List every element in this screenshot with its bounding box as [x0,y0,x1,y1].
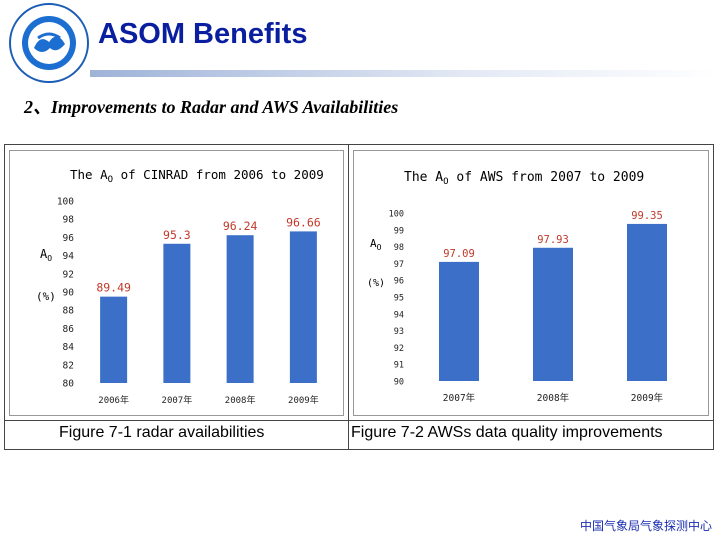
footer-org-name: 中国气象局气象探测中心 [579,519,712,533]
data-label: 99.35 [631,210,663,222]
chart-title-main: The A [404,170,443,185]
y-tick-label: 80 [63,379,75,390]
radar-availability-chart: The AO of CINRAD from 2006 to 2009 AO (%… [36,167,324,407]
y-tick-label: 92 [394,344,404,354]
figure-caption-left: Figure 7-1 radar availabilities [59,424,265,441]
y-tick-label: 100 [57,197,74,208]
chart-title-rest: of AWS from 2007 to 2009 [449,170,645,185]
x-tick-label: 2009年 [631,392,664,404]
data-label: 89.49 [96,281,131,295]
data-label: 97.93 [537,234,569,246]
y-axis-label: AO [40,247,52,263]
x-tick-label: 2009年 [288,394,319,406]
y-tick-label: 90 [63,288,75,299]
chart-title-sub: O [108,175,113,185]
y-tick-label: 96 [63,233,75,244]
table-divider-vertical [348,145,349,449]
data-label: 96.66 [286,215,321,229]
y-axis-label-main: A [40,247,48,261]
y-tick-label: 88 [63,306,75,317]
y-tick-label: 98 [394,243,404,253]
y-tick-label: 97 [394,260,404,270]
chart-title: The AO of AWS from 2007 to 2009 [404,170,644,187]
y-tick-label: 91 [394,361,404,371]
y-axis-label-sub: O [377,243,382,252]
y-tick-label: 100 [389,210,404,220]
slide-title: ASOM Benefits [98,18,308,50]
y-tick-label: 93 [394,327,404,337]
y-axis-unit: (%) [367,278,385,289]
radar-chart-panel: The AO of CINRAD from 2006 to 2009 AO (%… [9,150,344,416]
x-tick-label: 2008年 [225,394,256,406]
data-label: 97.09 [443,248,475,260]
y-axis-label-sub: O [47,254,52,263]
y-axis-unit: (%) [36,290,56,303]
y-tick-label: 84 [63,342,75,353]
bar [226,235,254,383]
x-tick-label: 2008年 [537,392,570,404]
y-axis-label: AO [370,237,382,252]
title-divider [90,70,720,77]
x-tick-label: 2007年 [162,394,193,406]
x-tick-label: 2006年 [98,394,129,406]
y-tick-label: 96 [394,277,404,287]
y-tick-label: 92 [63,269,74,280]
data-label: 96.24 [223,219,258,233]
y-tick-label: 98 [63,215,75,226]
data-label: 95.3 [163,228,191,242]
table-divider-horizontal [5,420,713,421]
bar [533,247,573,381]
chart-title: The AO of CINRAD from 2006 to 2009 [70,167,324,185]
figure-caption-right: Figure 7-2 AWSs data quality improvement… [351,424,663,441]
y-tick-label: 86 [63,324,75,335]
y-tick-label: 82 [63,360,74,371]
figure-table: The AO of CINRAD from 2006 to 2009 AO (%… [4,144,714,450]
aws-chart-panel: The AO of AWS from 2007 to 2009 AO (%) 9… [353,150,709,416]
chart-title-main: The A [70,167,108,182]
slide-subtitle: 2、Improvements to Radar and AWS Availabi… [24,97,399,117]
y-tick-label: 95 [394,294,404,304]
plot-area: 90 91 92 93 94 95 96 97 98 99 100 97.09 2007年 97.93 20… [389,210,667,404]
bar [289,231,317,383]
plot-area: 80 82 84 86 88 90 92 94 96 98 100 89.49 2006年 95.3 200… [57,197,321,407]
bar [627,223,667,381]
cma-logo [9,3,89,83]
bar [100,296,128,383]
bar [163,243,191,383]
chart-title-sub: O [443,177,448,187]
y-tick-label: 94 [63,251,75,262]
x-tick-label: 2007年 [443,392,476,404]
bar [439,261,479,381]
aws-availability-chart: The AO of AWS from 2007 to 2009 AO (%) 9… [367,170,667,404]
y-tick-label: 94 [394,310,404,320]
y-axis-label-main: A [370,237,377,250]
y-tick-label: 90 [394,378,404,388]
y-tick-label: 99 [394,226,404,236]
chart-title-rest: of CINRAD from 2006 to 2009 [113,167,324,182]
